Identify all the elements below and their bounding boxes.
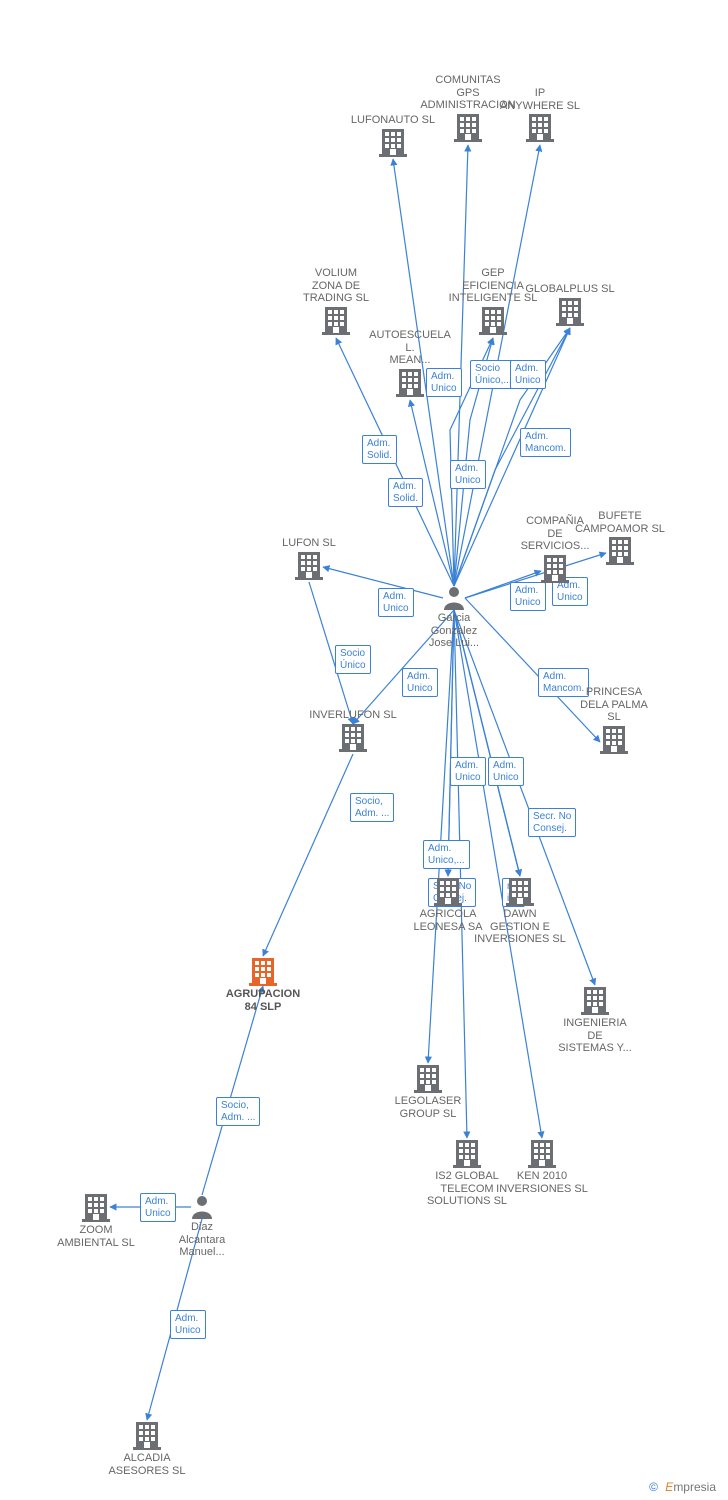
- building-icon: [368, 1063, 488, 1093]
- node-label: AGRUPACION 84 SLP: [203, 988, 323, 1013]
- company-node[interactable]: AUTOESCUELA L. MEAN...: [350, 327, 470, 397]
- company-node[interactable]: VOLIUM ZONA DE TRADING SL: [276, 265, 396, 335]
- node-label: LEGOLASER GROUP SL: [368, 1095, 488, 1120]
- node-label: Garcia Gonzalez Jose Lui...: [394, 612, 514, 650]
- edge-label: Socio Único: [335, 645, 371, 674]
- node-label: INVERLUFON SL: [293, 709, 413, 722]
- edge-label: Adm. Unico: [510, 360, 546, 389]
- company-node[interactable]: AGRUPACION 84 SLP: [203, 956, 323, 1013]
- company-node[interactable]: BUFETE CAMPOAMOR SL: [560, 508, 680, 565]
- building-icon: [554, 724, 674, 754]
- node-label: GLOBALPLUS SL: [510, 283, 630, 296]
- edge: [263, 754, 353, 956]
- node-label: IP ANYWHERE SL: [480, 87, 600, 112]
- building-icon: [203, 956, 323, 986]
- edge-label: Adm. Unico: [402, 668, 438, 697]
- company-node[interactable]: KEN 2010 INVERSIONES SL: [482, 1138, 602, 1195]
- diagram-stage: Adm. Solid.Adm. Solid.Socio Único,...Adm…: [0, 0, 728, 1500]
- edge: [454, 610, 467, 1138]
- edge-label: Adm. Unico: [510, 582, 546, 611]
- building-icon: [87, 1420, 207, 1450]
- company-node[interactable]: IP ANYWHERE SL: [480, 85, 600, 142]
- person-icon: [394, 586, 514, 610]
- node-label: ZOOM AMBIENTAL SL: [36, 1224, 156, 1249]
- building-icon: [460, 876, 580, 906]
- company-node[interactable]: INGENIERIA DE SISTEMAS Y...: [535, 985, 655, 1055]
- building-icon: [293, 722, 413, 752]
- edge-label: Adm. Unico: [170, 1310, 206, 1339]
- building-icon: [510, 296, 630, 326]
- company-node[interactable]: LEGOLASER GROUP SL: [368, 1063, 488, 1120]
- copyright-symbol: ©: [649, 1480, 658, 1494]
- edge: [202, 986, 263, 1195]
- node-label: Diaz Alcantara Manuel...: [142, 1221, 262, 1259]
- edge: [454, 610, 542, 1138]
- edge-label: Adm. Unico: [450, 460, 486, 489]
- node-label: DAWN GESTION E INVERSIONES SL: [460, 908, 580, 946]
- edge-label: Adm. Unico: [488, 757, 524, 786]
- node-label: ALCADIA ASESORES SL: [87, 1452, 207, 1477]
- node-label: VOLIUM ZONA DE TRADING SL: [276, 267, 396, 305]
- node-label: PRINCESA DELA PALMA SL: [554, 686, 674, 724]
- company-node[interactable]: PRINCESA DELA PALMA SL: [554, 684, 674, 754]
- company-node[interactable]: ZOOM AMBIENTAL SL: [36, 1192, 156, 1249]
- edge-label: Adm. Mancom.: [520, 428, 571, 457]
- person-node[interactable]: Garcia Gonzalez Jose Lui...: [394, 586, 514, 650]
- company-node[interactable]: GLOBALPLUS SL: [510, 281, 630, 326]
- person-icon: [142, 1195, 262, 1219]
- edge-label: Adm. Solid.: [362, 435, 397, 464]
- node-label: BUFETE CAMPOAMOR SL: [560, 510, 680, 535]
- node-label: KEN 2010 INVERSIONES SL: [482, 1170, 602, 1195]
- node-label: INGENIERIA DE SISTEMAS Y...: [535, 1017, 655, 1055]
- building-icon: [535, 985, 655, 1015]
- node-label: LUFON SL: [249, 537, 369, 550]
- building-icon: [480, 112, 600, 142]
- building-icon: [36, 1192, 156, 1222]
- company-node[interactable]: LUFON SL: [249, 535, 369, 580]
- building-icon: [249, 550, 369, 580]
- edge-label: Secr. No Consej.: [528, 808, 576, 837]
- company-node[interactable]: ALCADIA ASESORES SL: [87, 1420, 207, 1477]
- person-node[interactable]: Diaz Alcantara Manuel...: [142, 1195, 262, 1259]
- company-node[interactable]: DAWN GESTION E INVERSIONES SL: [460, 876, 580, 946]
- edge-label: Adm. Unico: [450, 757, 486, 786]
- building-icon: [350, 367, 470, 397]
- edge-label: Adm. Solid.: [388, 478, 423, 507]
- copyright: © Empresia: [649, 1480, 716, 1494]
- company-node[interactable]: INVERLUFON SL: [293, 707, 413, 752]
- building-icon: [482, 1138, 602, 1168]
- building-icon: [560, 535, 680, 565]
- edge-label: Socio, Adm. ...: [216, 1097, 260, 1126]
- edge-label: Socio, Adm. ...: [350, 793, 394, 822]
- edge-label: Adm. Unico,...: [423, 840, 470, 869]
- brand-rest: mpresia: [673, 1480, 716, 1494]
